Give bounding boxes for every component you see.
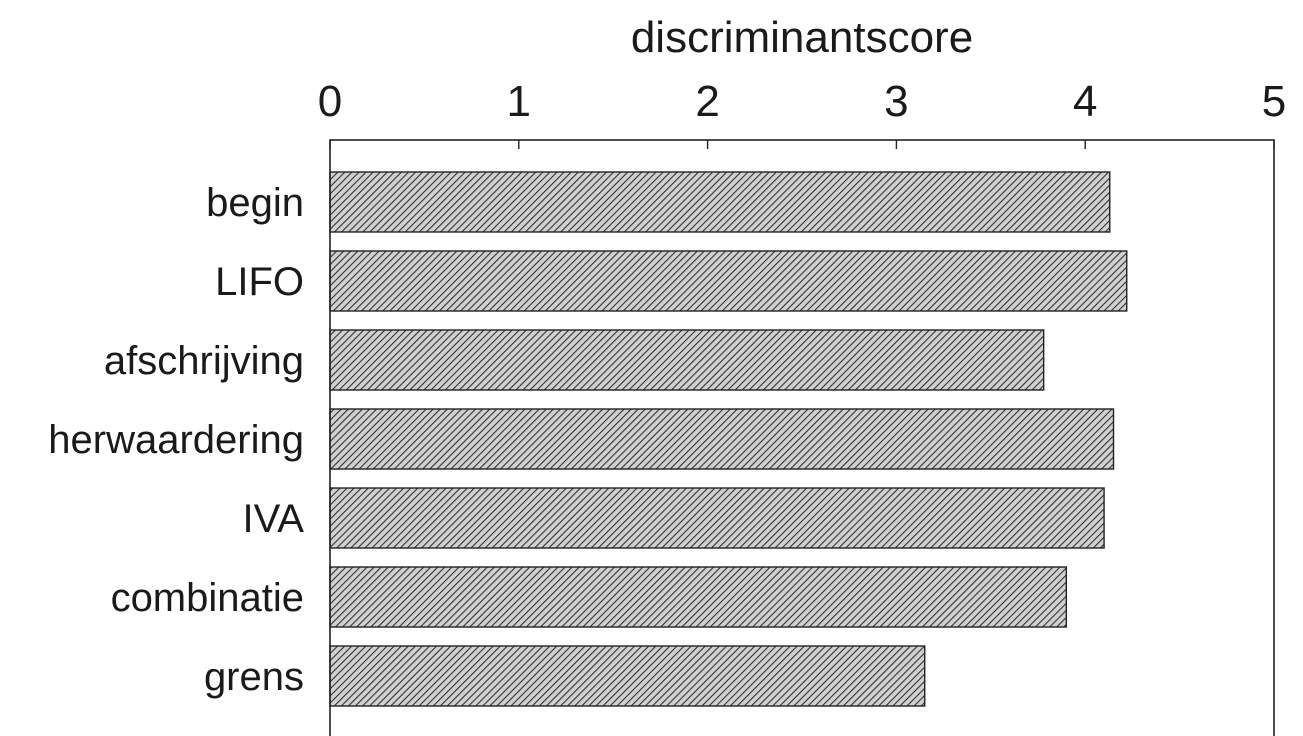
category-labels: begin LIFO afschrijving herwaardering IVA com… xyxy=(48,181,304,699)
category-label: begin xyxy=(206,181,304,225)
category-label: afschrijving xyxy=(104,339,304,383)
x-tick-label: 0 xyxy=(318,77,342,126)
bar-begin xyxy=(329,171,1111,233)
bar-lifo xyxy=(329,250,1128,312)
bar-grens xyxy=(329,645,926,707)
x-tick-label: 2 xyxy=(695,77,719,126)
category-label: herwaardering xyxy=(48,418,304,462)
category-label: combinatie xyxy=(111,576,304,620)
category-label: IVA xyxy=(242,497,304,541)
bars xyxy=(329,171,1128,707)
category-label: LIFO xyxy=(215,260,304,304)
bar-iva xyxy=(329,487,1105,549)
x-tick-label: 3 xyxy=(884,77,908,126)
category-label: grens xyxy=(204,655,304,699)
bar-combinatie xyxy=(329,566,1068,628)
plot-frame xyxy=(329,139,1275,736)
bar-afschrijving xyxy=(329,329,1045,391)
x-axis-title: discriminantscore xyxy=(631,13,973,62)
bar-herwaardering xyxy=(329,408,1115,470)
x-tick-label: 4 xyxy=(1073,77,1097,126)
x-tick-label: 5 xyxy=(1262,77,1286,126)
x-axis-ticks: 0 1 2 3 4 5 xyxy=(318,77,1286,149)
x-tick-label: 1 xyxy=(507,77,531,126)
